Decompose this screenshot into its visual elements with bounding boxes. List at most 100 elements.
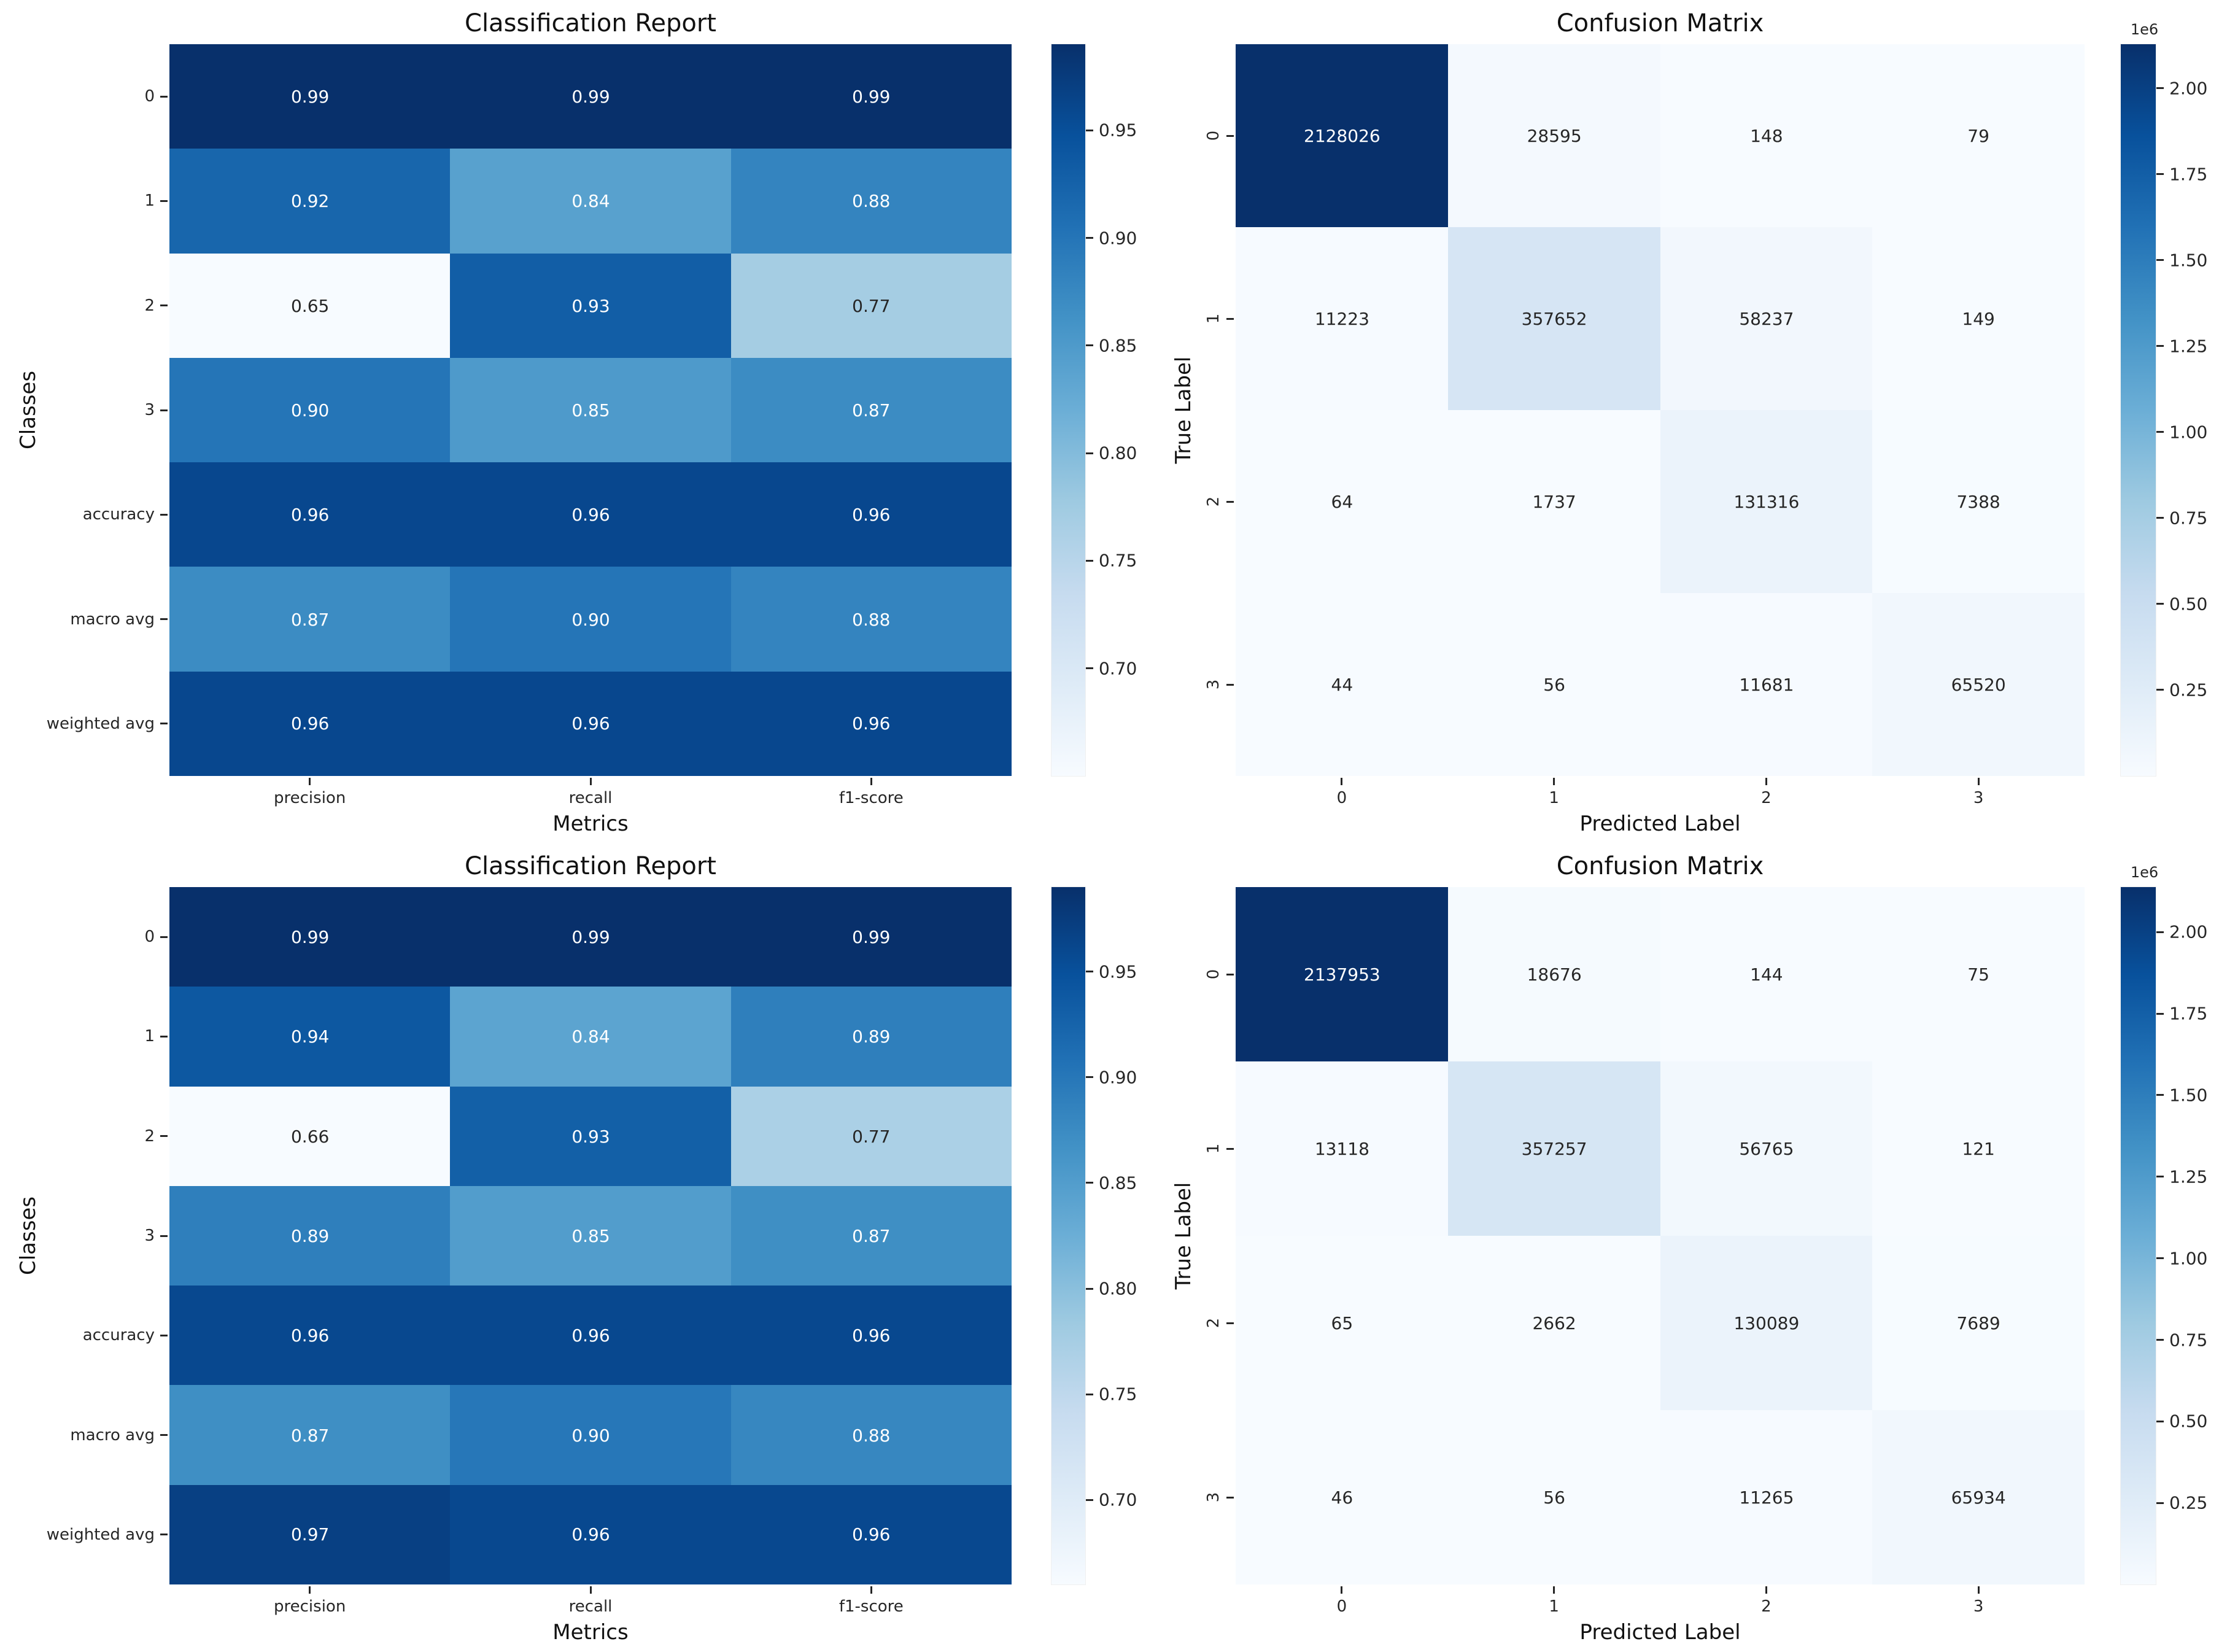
chart-title: Confusion Matrix [1556, 852, 1764, 880]
heatmap-cell: 0.96 [730, 671, 1012, 776]
heatmap-cell: 0.96 [169, 462, 451, 568]
ytick-label: 1 [1204, 1143, 1223, 1154]
colorbar-tick-label: 0.50 [2169, 1411, 2208, 1432]
heatmap-cell: 64 [1236, 410, 1449, 594]
xtick-label: recall [568, 789, 613, 807]
colorbar-tick-mark [1086, 1076, 1093, 1079]
heatmap-cell: 357257 [1447, 1061, 1661, 1236]
heatmap-cell: 0.90 [450, 1385, 732, 1486]
colorbar-tick-mark [2156, 1502, 2164, 1504]
heatmap-cell: 148 [1660, 44, 1873, 228]
colorbar-tick-mark [1086, 237, 1093, 239]
colorbar-tick-label: 0.95 [1099, 120, 1137, 141]
ytick-mark [1226, 1147, 1234, 1150]
heatmap-cell: 56765 [1660, 1061, 1873, 1236]
colorbar-tick-mark [1086, 1287, 1093, 1290]
cell-annotation: 11223 [1314, 309, 1369, 329]
colorbar-tick-label: 1.25 [2169, 336, 2208, 357]
xtick-label: f1-score [838, 1597, 904, 1616]
heatmap-cell: 0.88 [730, 149, 1012, 254]
heatmap-cell: 0.96 [450, 671, 732, 776]
xtick-mark [870, 778, 872, 785]
heatmap-cell: 0.85 [450, 357, 732, 463]
cell-annotation: 79 [1967, 126, 1989, 146]
heatmap-cell: 0.96 [450, 462, 732, 568]
heatmap-cell: 2662 [1447, 1236, 1661, 1411]
cell-annotation: 0.66 [290, 1126, 330, 1147]
ytick-mark [160, 95, 168, 98]
ytick-mark [160, 200, 168, 202]
xtick-mark [1341, 1586, 1343, 1594]
heatmap-cell: 65520 [1872, 593, 2085, 776]
heatmap-cell: 56 [1447, 1410, 1661, 1584]
xtick-mark [1553, 778, 1555, 785]
colorbar-tick-label: 1.50 [2169, 1085, 2208, 1106]
ytick-mark [1226, 973, 1234, 975]
heatmap-cell: 79 [1872, 44, 2085, 228]
colorbar [1051, 886, 1086, 1585]
cell-annotation: 28595 [1527, 126, 1582, 146]
heatmap-cell: 0.97 [169, 1484, 451, 1584]
ytick-mark [160, 618, 168, 621]
ytick-mark [160, 1534, 168, 1536]
cell-annotation: 2128026 [1304, 126, 1381, 146]
cell-annotation: 0.96 [852, 1524, 891, 1545]
heatmap-cell: 65 [1236, 1236, 1449, 1411]
heatmap-cell: 0.96 [169, 671, 451, 776]
cell-annotation: 46 [1331, 1487, 1353, 1508]
colorbar-tick-label: 0.80 [1099, 443, 1137, 463]
heatmap-cell: 0.94 [169, 987, 451, 1087]
heatmap-cell: 0.96 [169, 1286, 451, 1386]
heatmap-cell: 149 [1872, 227, 2085, 411]
xtick-mark [1765, 778, 1767, 785]
cell-annotation: 0.99 [290, 927, 330, 948]
colorbar-tick-label: 0.25 [2169, 1492, 2208, 1513]
heatmap-cell: 144 [1660, 887, 1873, 1062]
heatmap-cell: 0.92 [169, 149, 451, 254]
cell-annotation: 149 [1962, 309, 1995, 329]
cell-annotation: 44 [1331, 674, 1353, 695]
colorbar-tick-mark [2156, 517, 2164, 519]
heatmap-cell: 0.87 [169, 567, 451, 672]
colorbar-tick-mark [2156, 1176, 2164, 1178]
heatmap-cell: 0.96 [450, 1484, 732, 1584]
cell-annotation: 0.89 [290, 1225, 330, 1246]
ytick-mark [1226, 134, 1234, 137]
heatmap-cell: 0.99 [730, 887, 1012, 988]
cell-annotation: 0.96 [852, 505, 891, 525]
colorbar-offset-label: 1e6 [2130, 864, 2159, 881]
cell-annotation: 11681 [1739, 674, 1794, 695]
xtick-mark [589, 778, 592, 785]
heatmap-cell: 0.96 [730, 1286, 1012, 1386]
cell-annotation: 0.84 [571, 1026, 610, 1047]
heatmap-cell: 7689 [1872, 1236, 2085, 1411]
cell-annotation: 0.97 [290, 1524, 330, 1545]
colorbar-tick-label: 1.75 [2169, 1003, 2208, 1024]
cell-annotation: 2137953 [1304, 964, 1381, 985]
heatmap-cell: 1737 [1447, 410, 1661, 594]
cell-annotation: 130089 [1733, 1313, 1800, 1333]
heatmap-cell: 357652 [1447, 227, 1661, 411]
cell-annotation: 0.92 [290, 191, 330, 212]
cell-annotation: 0.90 [290, 400, 330, 421]
ytick-label: 0 [1204, 969, 1223, 980]
heatmap-cell: 121 [1872, 1061, 2085, 1236]
colorbar-tick-mark [2156, 1094, 2164, 1096]
cell-annotation: 0.99 [571, 87, 610, 107]
ytick-mark [160, 723, 168, 725]
heatmap-cell: 0.87 [730, 1185, 1012, 1287]
heatmap-cell: 56 [1447, 593, 1661, 776]
ytick-mark [160, 1434, 168, 1437]
heatmap-cell: 2137953 [1236, 887, 1449, 1062]
colorbar [2120, 44, 2156, 777]
colorbar-tick-label: 0.75 [2169, 1330, 2208, 1350]
cell-annotation: 2662 [1532, 1313, 1576, 1333]
cell-annotation: 0.85 [571, 400, 610, 421]
chart-title: Confusion Matrix [1556, 9, 1764, 37]
cell-annotation: 75 [1967, 964, 1989, 985]
heatmap-cell: 65934 [1872, 1410, 2085, 1584]
colorbar-tick-mark [2156, 259, 2164, 262]
heatmap-cell: 0.96 [730, 1484, 1012, 1584]
